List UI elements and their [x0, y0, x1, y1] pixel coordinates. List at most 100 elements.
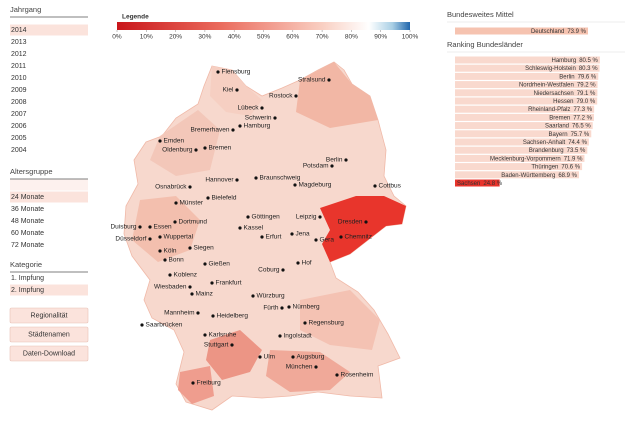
city-dot	[158, 249, 162, 253]
city: Stralsund	[298, 77, 331, 84]
city-dot	[260, 106, 264, 110]
city-label: Ingolstadt	[284, 333, 312, 340]
city: Köln	[158, 248, 177, 255]
legend-tick-label: 60%	[286, 34, 299, 41]
bar	[455, 89, 598, 97]
city-dot	[296, 261, 300, 265]
bar-value: 73.5 %	[567, 148, 586, 154]
city-label: Emden	[164, 138, 185, 145]
city: Braunschweig	[254, 175, 301, 182]
bar-name: Bayern	[549, 131, 568, 137]
bar-label: Brandenburg 73.5 %	[529, 148, 586, 154]
city-label: Braunschweig	[260, 175, 301, 182]
bar-label: Hessen 79.0 %	[553, 99, 596, 105]
list-item[interactable]: 2013	[10, 36, 88, 48]
list-item[interactable]: 2005	[10, 132, 88, 144]
list-item[interactable]: 2010	[10, 72, 88, 84]
city: Oldenburg	[162, 147, 198, 154]
list-item-bg	[10, 144, 88, 156]
city: Karlsruhe	[203, 332, 237, 339]
city-dot	[163, 258, 167, 262]
city-label: Stuttgart	[204, 342, 229, 349]
city: Heidelberg	[211, 313, 248, 320]
city-label: Karlsruhe	[209, 332, 237, 339]
bar	[455, 64, 600, 72]
city: Leipzig	[296, 214, 322, 221]
city-dot	[314, 365, 318, 369]
bar	[455, 97, 598, 105]
list-item-label: 24 Monate	[11, 194, 44, 201]
city-label: Rosenheim	[341, 372, 374, 379]
bar-name: Brandenburg	[529, 148, 564, 154]
city-label: Erfurt	[266, 234, 282, 241]
city-label: Dresden	[338, 219, 363, 226]
bar-label: Mecklenburg-Vorpommern 71.9 %	[490, 156, 583, 162]
list-item[interactable]: 2007	[10, 108, 88, 120]
city: Hannover	[205, 177, 239, 184]
city: Siegen	[188, 245, 214, 252]
bar	[455, 154, 585, 162]
city: Magdeburg	[293, 182, 332, 189]
city-label: Ulm	[264, 354, 276, 361]
button[interactable]: Regionalität	[9, 307, 89, 324]
list-item[interactable]: 2014	[10, 24, 88, 36]
bar-value: 74.4 %	[568, 140, 587, 146]
city: Bremen	[203, 145, 232, 152]
list-item[interactable]: 2. Impfung	[10, 284, 88, 296]
bar-value: 79.1 %	[577, 90, 596, 96]
bar-label: Thüringen 70.6 %	[531, 164, 580, 170]
list-item-bg	[10, 24, 88, 36]
city-label: Fürth	[263, 305, 279, 312]
city-dot	[318, 215, 322, 219]
bar-value: 79.0 %	[577, 99, 596, 105]
city-dot	[238, 226, 242, 230]
city-dot	[148, 237, 152, 241]
list-item-label: 2014	[11, 27, 27, 34]
city-dot	[238, 124, 242, 128]
city-dot	[339, 235, 343, 239]
button[interactable]: Städtenamen	[9, 326, 89, 343]
list-item[interactable]: 1. Impfung	[10, 272, 88, 284]
city-dot	[188, 285, 192, 289]
bar	[455, 113, 594, 121]
list-item[interactable]: 2004	[10, 144, 88, 156]
city: Ingolstadt	[278, 333, 312, 340]
city-label: Bielefeld	[212, 195, 237, 202]
list-item[interactable]: 2008	[10, 96, 88, 108]
list-item[interactable]: 2012	[10, 48, 88, 60]
list-item[interactable]: 24 Monate	[10, 191, 88, 203]
bar-name: Baden-Württemberg	[501, 172, 555, 178]
bar-name: Thüringen	[531, 164, 558, 170]
bar	[455, 179, 500, 187]
city-dot	[290, 232, 294, 236]
city: Stuttgart	[204, 342, 234, 349]
city-label: Regensburg	[309, 320, 345, 327]
city: Saarbrücken	[140, 322, 183, 329]
city: Münster	[174, 200, 204, 207]
bar-label: Bayern 75.7 %	[549, 131, 590, 137]
bar-label: Hamburg 80.5 %	[552, 58, 599, 64]
city-label: Kiel	[223, 87, 234, 94]
list-item[interactable]: 2009	[10, 84, 88, 96]
legend-tick-label: 70%	[316, 34, 329, 41]
bar-name: Deutschland	[531, 29, 564, 35]
bar-value: 79.2 %	[577, 82, 596, 88]
list-item-bg	[10, 272, 88, 284]
bar-label: Saarland 76.5 %	[545, 123, 591, 129]
city-dot	[335, 373, 339, 377]
bar	[455, 56, 600, 64]
city-dot	[273, 116, 277, 120]
city: Flensburg	[216, 69, 251, 76]
list-item-label: 72 Monate	[11, 242, 44, 249]
list-item[interactable]: 2006	[10, 120, 88, 132]
bar-name: Sachsen-Anhalt	[523, 140, 566, 146]
city-dot	[235, 178, 239, 182]
list-item-label: 2010	[11, 75, 27, 82]
bar	[455, 122, 593, 130]
list-item[interactable]: 2011	[10, 60, 88, 72]
city-label: Kassel	[244, 225, 264, 232]
city: Berlin	[326, 157, 348, 164]
button[interactable]: Daten-Download	[9, 345, 89, 362]
city-label: Heidelberg	[217, 313, 249, 320]
city-label: Koblenz	[174, 272, 198, 279]
